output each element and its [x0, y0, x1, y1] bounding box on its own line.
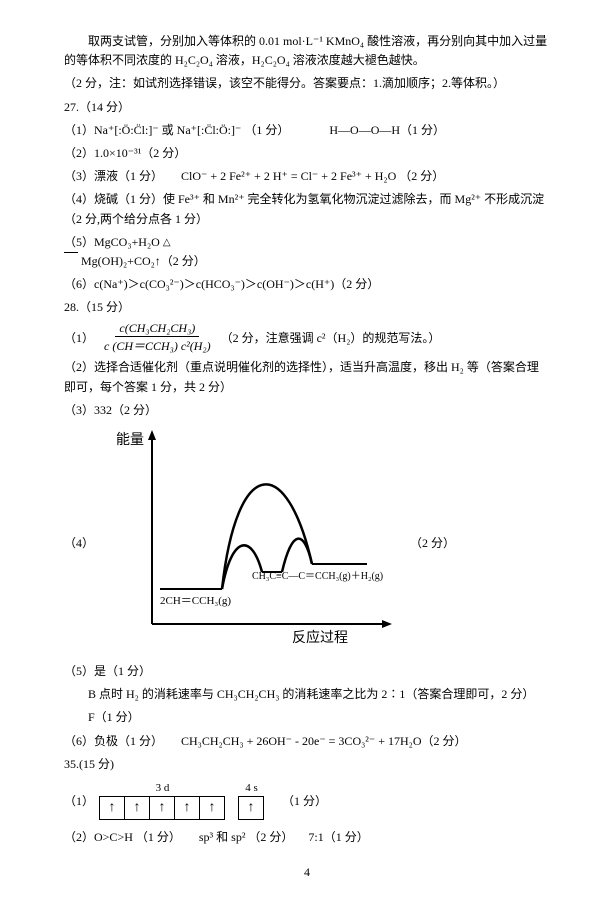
q27-1: （1）Na⁺[:Ö:C̈l:]⁻ 或 Na⁺[:C̈l:Ö:]⁻ （1 分） H…	[64, 121, 550, 140]
q35-2c: 7:1（1 分）	[308, 830, 368, 844]
q28-5b: B 点时 H₂ 的消耗速率与 CH₃CH₂CH₃ 的消耗速率之比为 2∶1（答案…	[64, 685, 550, 704]
q27-6: （6）c(Na⁺)＞c(CO₃²⁻)＞c(HCO₃⁻)＞c(OH⁻)＞c(H⁺)…	[64, 275, 550, 294]
q27-5b: Mg(OH)₂+CO₂↑（2 分）	[81, 254, 206, 268]
equilibrium-fraction: c(CH₃CH₂CH₃) c (CH＝CCH₃) c²(H₂)	[100, 321, 215, 354]
q35-2: （2）O>C>H （1 分） sp³ 和 sp² （2 分） 7:1（1 分）	[64, 828, 550, 847]
q28-4-right: （2 分）	[410, 424, 455, 551]
lewis-ocl-2: :C̈l:Ö:	[201, 123, 231, 137]
lewis-ocl-1: :Ö:C̈l:	[118, 123, 148, 137]
q27-5a: （5）MgCO₃+H₂O	[64, 235, 163, 249]
q35-1-right: （1 分）	[282, 792, 327, 809]
q28-header: 28.（15 分）	[64, 298, 550, 317]
q28-3: （3）332（2 分）	[64, 401, 550, 420]
q28-4-row: （4） 能量 反应过程 2CH＝CCH₃(g) CH₃C≡C―C＝CCH₃(g)…	[64, 424, 550, 658]
q27-4: （4）烧碱（1 分）使 Fe³⁺ 和 Mn²⁺ 完全转化为氢氧化物沉淀过滤除去，…	[64, 190, 550, 228]
q28-6b: CH₃CH₂CH₃ + 26OH⁻ - 20e⁻ = 3CO₃²⁻ + 17H₂…	[181, 734, 467, 748]
q28-6: （6）负极（1 分） CH₃CH₂CH₃ + 26OH⁻ - 20e⁻ = 3C…	[64, 732, 550, 751]
q27-2: （2）1.0×10⁻³¹（2 分）	[64, 144, 550, 163]
q27-3b: ClO⁻ + 2 Fe²⁺ + 2 H⁺ = Cl⁻ + 2 Fe³⁺ + H₂…	[181, 169, 444, 183]
q27-1-b: ]⁻ 或 Na⁺[	[148, 123, 201, 137]
page-number: 4	[64, 865, 550, 880]
q28-6a: （6）负极（1 分）	[64, 734, 163, 748]
frac-num: c(CH₃CH₂CH₃)	[115, 321, 199, 337]
intro-line-1: 取两支试管，分别加入等体积的 0.01 mol·L⁻¹ KMnO₄ 酸性溶液，再…	[64, 32, 550, 70]
q28-2: （2）选择合适催化剂（重点说明催化剂的选择性），适当升高温度，移出 H₂ 等（答…	[64, 358, 550, 396]
product-label: CH₃C≡C―C＝CCH₃(g)＋H₂(g)	[252, 571, 383, 582]
q27-5: （5）MgCO₃+H₂O △ Mg(OH)₂+CO₂↑（2 分）	[64, 233, 550, 271]
q27-1-a: （1）Na⁺[	[64, 123, 118, 137]
q35-2b: sp³ 和 sp² （2 分）	[199, 830, 294, 844]
q28-1: （1） c(CH₃CH₂CH₃) c (CH＝CCH₃) c²(H₂) （2 分…	[64, 321, 550, 354]
q35-1: （1） ↑ ↑ 3 d↑ ↑ ↑ 4 s↑ （1 分）	[64, 778, 550, 824]
intro-line-2: （2 分，注：如试剂选择错误，该空不能得分。答案要点：1.滴加顺序；2.等体积。…	[64, 74, 550, 93]
frac-den: c (CH＝CCH₃) c²(H₂)	[100, 337, 215, 354]
q35-2a: （2）O>C>H （1 分）	[64, 830, 181, 844]
energy-diagram: 能量 反应过程 2CH＝CCH₃(g) CH₃C≡C―C＝CCH₃(g)＋H₂(…	[102, 424, 402, 658]
label-3d: 3 d	[156, 782, 170, 796]
q28-1-right: （2 分，注意强调 c²（H₂）的规范写法。）	[221, 329, 441, 346]
q27-1-d: H―O―O―H（1 分）	[329, 121, 445, 140]
q35-1-left: （1）	[64, 792, 94, 809]
orbital-boxes: ↑ ↑ 3 d↑ ↑ ↑ 4 s↑	[100, 782, 264, 820]
x-axis-label: 反应过程	[292, 629, 348, 646]
q27-3a: （3）漂液（1 分）	[64, 169, 163, 183]
q28-1-left: （1）	[64, 329, 94, 346]
q28-5c: F（1 分）	[64, 708, 550, 727]
q27-header: 27.（14 分）	[64, 98, 550, 117]
reactant-label: 2CH＝CCH₃(g)	[160, 595, 231, 607]
q28-5: （5）是（1 分）	[64, 662, 550, 681]
y-axis-label: 能量	[116, 432, 144, 448]
label-4s: 4 s	[245, 782, 258, 796]
q27-3: （3）漂液（1 分） ClO⁻ + 2 Fe²⁺ + 2 H⁺ = Cl⁻ + …	[64, 167, 550, 186]
q28-4-left: （4）	[64, 424, 94, 551]
q35-header: 35.(15 分)	[64, 755, 550, 774]
q27-1-c: ]⁻ （1 分）	[231, 123, 289, 137]
